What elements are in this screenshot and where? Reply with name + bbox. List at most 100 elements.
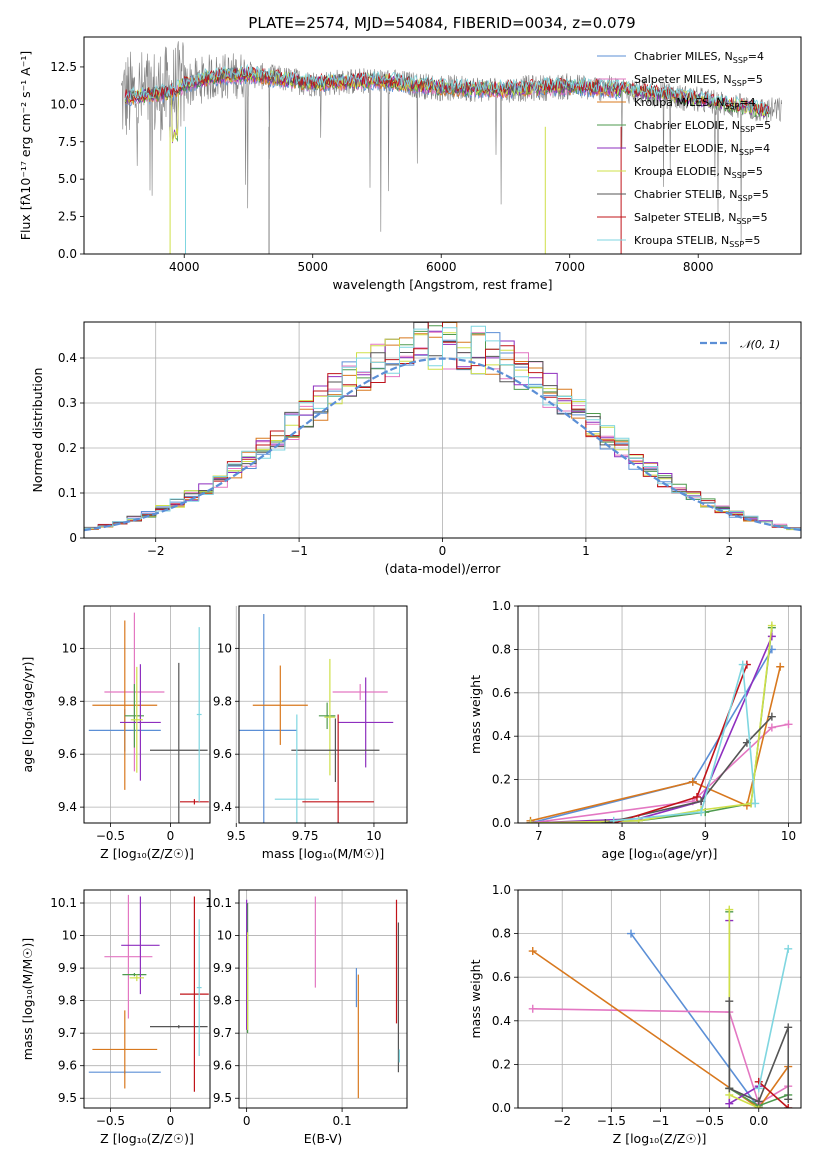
y-tick-label: 9.7 (213, 1026, 232, 1040)
x-tick-label: −2 (147, 544, 165, 558)
legend-name: Chabrier ELODIE, N (634, 119, 740, 132)
y-tick-label: 10.1 (205, 896, 232, 910)
series-marker (697, 808, 706, 817)
series-line (532, 950, 789, 1108)
legend-entry: 𝒩(0, 1) (740, 338, 780, 351)
series-line (530, 636, 773, 823)
x-axis-label: Z [log₁₀(Z/Z☉)] (100, 1131, 194, 1146)
x-axis-label: Z [log₁₀(Z/Z☉)] (100, 846, 194, 861)
series-marker (688, 777, 697, 786)
x-axis-label: mass [log₁₀(M/M☉)] (262, 846, 384, 861)
x-tick-label: 0 (243, 1114, 251, 1128)
y-tick-label: 9.5 (213, 1091, 232, 1105)
y-tick-label: 9.9 (213, 961, 232, 975)
legend-entry: Salpeter ELODIE, NSSP=4 (634, 142, 770, 157)
series-marker (725, 905, 734, 914)
y-tick-label: 1.0 (492, 883, 511, 897)
y-tick-label: 0.6 (492, 970, 511, 984)
series-marker (725, 1099, 734, 1108)
y-tick-label: 1.0 (492, 599, 511, 613)
x-tick-label: 9 (701, 829, 709, 843)
y-tick-label: 2.5 (58, 210, 77, 224)
x-tick-label: −0.5 (96, 829, 125, 843)
y-tick-label: 0.6 (492, 686, 511, 700)
x-tick-label: −1 (290, 544, 308, 558)
panel-massweight-vs-age: 7 8 9 10 0.0 0.2 0.4 0.6 0.8 1.0 age [log₁₀(age/yr… (468, 599, 802, 861)
series-marker (751, 799, 760, 808)
x-tick-label: −0.5 (96, 1114, 125, 1128)
legend-name: Kroupa STELIB, N (634, 234, 729, 247)
y-tick-label: 9.4 (58, 800, 77, 814)
y-axis-label: age [log₁₀(age/yr)] (20, 657, 35, 773)
axes-frame (238, 889, 408, 1109)
series-marker (754, 1084, 763, 1093)
legend-entry: Salpeter STELIB, NSSP=5 (634, 211, 768, 226)
y-tick-label: 0.8 (492, 642, 511, 656)
axes-frame (83, 889, 211, 1109)
x-tick-label: 2 (725, 544, 733, 558)
series-line (530, 666, 781, 822)
legend-suffix: =4 (754, 142, 770, 155)
y-tick-label: 5.0 (58, 172, 77, 186)
legend-sub: SSP (738, 194, 753, 203)
y-tick-label: 9.8 (58, 994, 77, 1008)
x-tick-label: −1.5 (597, 1114, 626, 1128)
series-marker (528, 1004, 537, 1013)
axes-frame (517, 889, 802, 1109)
x-tick-label: 0 (167, 829, 175, 843)
legend-suffix: =5 (747, 165, 763, 178)
series-line (530, 723, 789, 823)
plot-area (528, 905, 793, 1108)
axes-frame (238, 605, 408, 824)
series-marker (754, 1097, 763, 1106)
series-line (530, 627, 773, 823)
x-tick-label: 0 (167, 1114, 175, 1128)
model-spectrum (124, 63, 769, 115)
legend-sub: SSP (729, 240, 744, 249)
x-tick-label: 6000 (426, 260, 457, 274)
y-tick-label: 9.8 (213, 694, 232, 708)
y-tick-label: 9.8 (58, 694, 77, 708)
y-tick-label: 9.5 (58, 1091, 77, 1105)
y-axis-label: mass weight (468, 959, 483, 1038)
y-tick-label: 9.6 (58, 1059, 77, 1073)
y-tick-label: 0 (69, 531, 77, 545)
y-tick-label: 12.5 (50, 60, 77, 74)
normal-curve (84, 357, 801, 532)
legend-name: Chabrier MILES, N (634, 50, 733, 63)
legend-suffix: =4 (748, 50, 764, 63)
histogram-series (84, 325, 801, 529)
legend-name: Salpeter ELODIE, N (634, 142, 739, 155)
y-tick-label: 7.5 (58, 135, 77, 149)
y-axis-label: mass [log₁₀(M/M☉)] (20, 938, 35, 1060)
y-tick-label: 0.4 (492, 729, 511, 743)
x-tick-label: 8000 (683, 260, 714, 274)
x-tick-label: 0 (439, 544, 447, 558)
y-tick-label: 9.6 (213, 747, 232, 761)
series-marker (776, 662, 785, 671)
legend-entry: Kroupa MILES, NSSP=4 (634, 96, 756, 111)
series-marker (767, 723, 776, 732)
series-line (757, 948, 789, 1089)
legend-suffix: =5 (751, 211, 767, 224)
series-line (530, 625, 773, 823)
y-tick-label: 0.1 (58, 486, 77, 500)
y-tick-label: 10 (217, 641, 232, 655)
y-tick-label: 0.4 (492, 1014, 511, 1028)
y-tick-label: 10 (62, 641, 77, 655)
x-axis-label: Z [log₁₀(Z/Z☉)] (613, 1131, 707, 1146)
x-tick-label: 0.0 (749, 1114, 768, 1128)
series-marker (526, 819, 535, 823)
x-tick-label: 8 (618, 829, 626, 843)
series-marker (767, 712, 776, 721)
legend-sub: SSP (724, 102, 739, 111)
y-tick-label: 9.9 (58, 961, 77, 975)
series-line (605, 716, 773, 823)
plot-area (88, 894, 209, 1092)
plot-area (239, 613, 394, 823)
series-line (613, 664, 756, 822)
x-tick-label: 9.75 (292, 829, 319, 843)
y-tick-label: 0.4 (58, 351, 77, 365)
legend-sub: SSP (736, 217, 751, 226)
legend-name: Chabrier STELIB, N (634, 188, 738, 201)
